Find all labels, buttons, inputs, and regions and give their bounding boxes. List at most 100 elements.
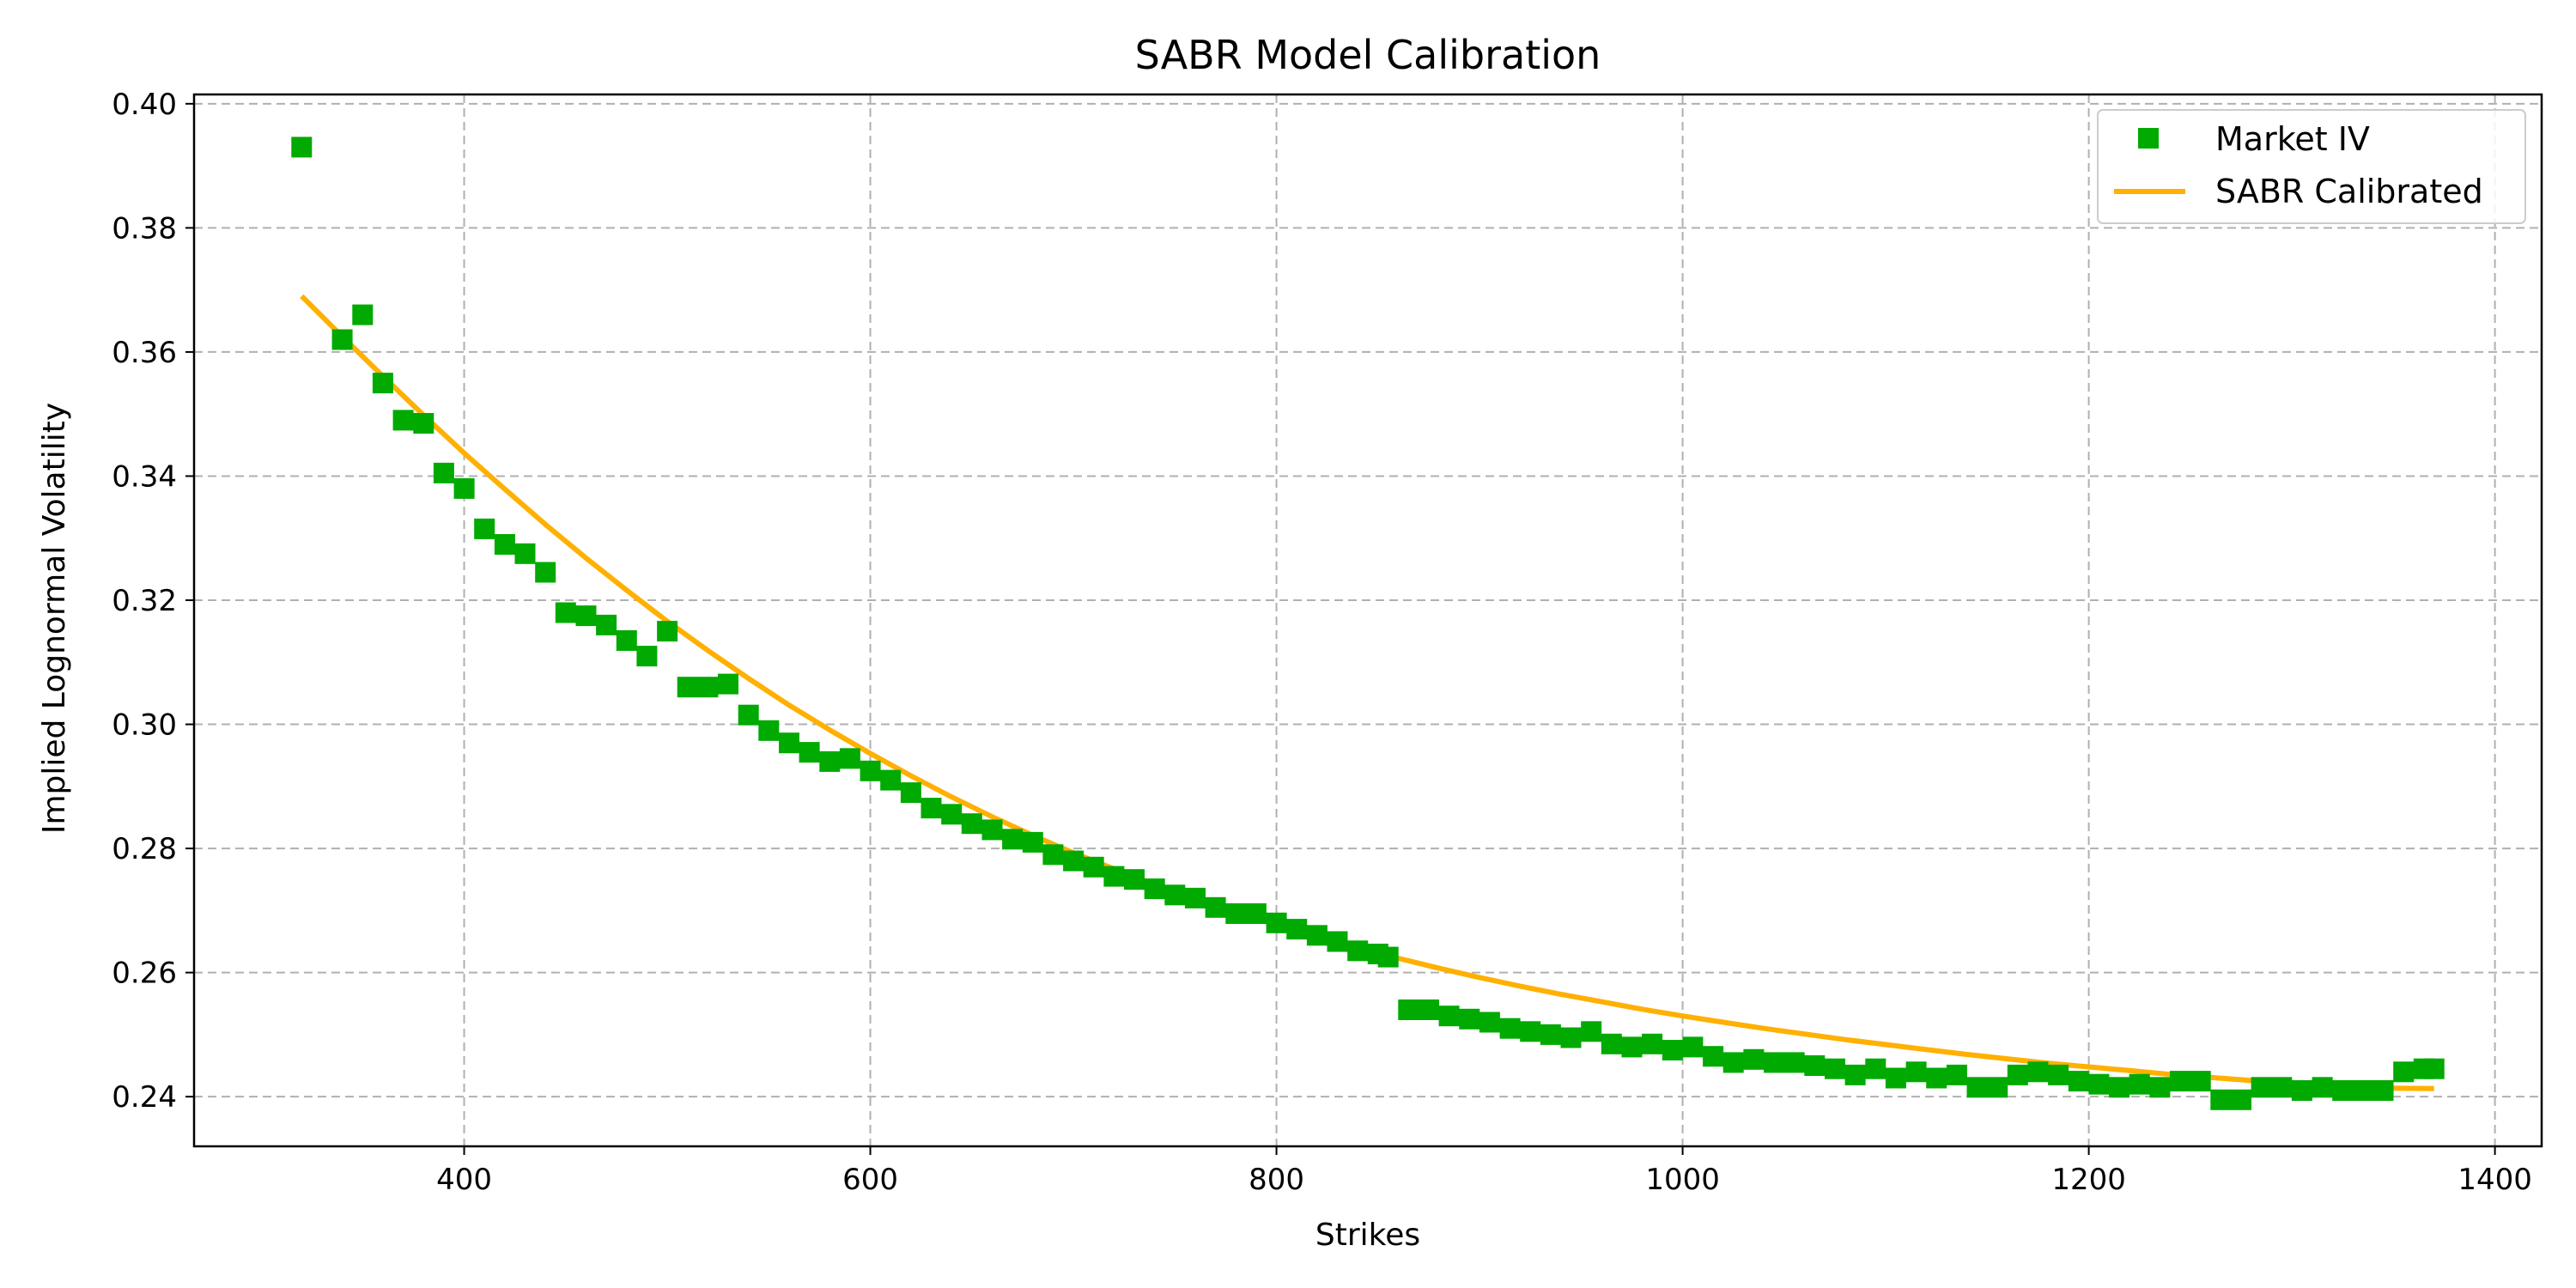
market-iv-marker bbox=[1225, 903, 1247, 924]
market-iv-marker bbox=[413, 413, 434, 434]
market-iv-marker bbox=[1479, 1012, 1500, 1033]
market-iv-marker bbox=[677, 677, 698, 698]
market-iv-marker bbox=[1581, 1021, 1602, 1042]
market-iv-marker bbox=[331, 329, 353, 350]
market-iv-marker bbox=[2048, 1064, 2069, 1085]
y-tick-label: 0.24 bbox=[112, 1080, 177, 1115]
market-iv-marker bbox=[616, 630, 637, 651]
market-iv-marker bbox=[372, 373, 393, 394]
market-iv-marker bbox=[2372, 1080, 2394, 1101]
market-iv-marker bbox=[839, 748, 860, 769]
y-tick-label: 0.28 bbox=[112, 832, 177, 866]
y-tick-label: 0.34 bbox=[112, 459, 177, 494]
market-iv-marker bbox=[1124, 869, 1145, 890]
market-iv-marker bbox=[2251, 1077, 2272, 1098]
market-iv-marker bbox=[799, 742, 820, 763]
market-iv-marker bbox=[1987, 1077, 2008, 1098]
market-iv-marker bbox=[2109, 1077, 2130, 1098]
market-iv-marker bbox=[961, 813, 982, 835]
market-iv-marker bbox=[514, 543, 536, 564]
market-iv-marker bbox=[2007, 1064, 2028, 1085]
x-tick-label: 1000 bbox=[1645, 1163, 1720, 1197]
market-iv-marker bbox=[1266, 912, 1287, 933]
market-iv-marker bbox=[1764, 1052, 1784, 1073]
market-iv-marker bbox=[657, 621, 678, 642]
market-iv-marker bbox=[1865, 1058, 1886, 1079]
x-tick-label: 800 bbox=[1249, 1163, 1304, 1197]
market-iv-marker bbox=[697, 677, 719, 698]
x-tick-label: 400 bbox=[436, 1163, 492, 1197]
grid bbox=[194, 94, 2542, 1146]
market-iv-marker bbox=[2231, 1089, 2251, 1110]
market-iv-marker bbox=[1398, 999, 1419, 1020]
market-iv-marker bbox=[2271, 1077, 2293, 1098]
y-tick-label: 0.32 bbox=[112, 584, 177, 618]
market-iv-marker bbox=[920, 798, 942, 819]
market-iv-marker bbox=[1783, 1052, 1805, 1073]
market-iv-marker bbox=[1144, 878, 1165, 900]
market-iv-marker bbox=[1083, 856, 1104, 878]
market-iv-marker bbox=[291, 137, 313, 158]
market-iv-marker bbox=[2190, 1071, 2211, 1092]
market-iv-marker bbox=[758, 720, 780, 741]
market-iv-marker bbox=[1327, 931, 1348, 952]
market-iv-marker bbox=[535, 562, 556, 583]
market-iv-marker bbox=[1601, 1033, 1622, 1054]
market-iv-marker bbox=[1743, 1048, 1765, 1070]
axis-ticks: 400 600 800 1000 1200 1400 0.24 0.26 0.28 0.30 0.3… bbox=[112, 88, 2532, 1197]
market-iv-marker bbox=[1419, 999, 1439, 1020]
market-iv-marker bbox=[1063, 850, 1084, 872]
market-iv-marker bbox=[718, 673, 738, 695]
market-iv-marker bbox=[941, 804, 963, 825]
x-axis-title: Strikes bbox=[1315, 1218, 1420, 1253]
market-iv-marker bbox=[1905, 1061, 1927, 1083]
y-tick-label: 0.30 bbox=[112, 708, 177, 743]
market-iv-marker bbox=[1662, 1040, 1683, 1060]
market-iv-marker bbox=[1347, 940, 1369, 962]
market-iv-marker bbox=[2423, 1058, 2445, 1079]
market-iv-marker bbox=[1245, 903, 1267, 924]
legend: Market IV SABR Calibrated bbox=[2097, 109, 2526, 224]
market-iv-marker bbox=[1185, 887, 1206, 908]
y-axis-title: Implied Lognormal Volatility bbox=[37, 403, 72, 834]
market-iv-marker bbox=[575, 605, 597, 627]
market-iv-marker bbox=[1164, 884, 1186, 906]
legend-label-market-iv: Market IV bbox=[2215, 120, 2370, 158]
legend-label-sabr-calibrated: SABR Calibrated bbox=[2215, 173, 2483, 210]
market-iv-marker bbox=[1722, 1052, 1744, 1073]
market-iv-marker bbox=[1042, 844, 1064, 866]
market-iv-marker bbox=[900, 782, 921, 804]
market-iv-marker bbox=[474, 518, 495, 539]
market-iv-marker bbox=[352, 304, 374, 325]
market-iv-marker bbox=[1377, 946, 1399, 968]
market-iv-marker bbox=[1286, 919, 1308, 940]
market-iv-marker bbox=[860, 760, 881, 781]
market-iv-marker bbox=[494, 534, 515, 555]
market-iv-marker bbox=[392, 410, 414, 431]
market-iv-marker bbox=[1966, 1077, 1988, 1098]
market-iv-marker bbox=[1560, 1027, 1582, 1048]
market-iv-marker bbox=[2312, 1077, 2333, 1098]
market-iv-marker bbox=[1844, 1064, 1866, 1085]
market-iv-marker bbox=[453, 477, 475, 499]
market-iv-marker bbox=[1926, 1067, 1947, 1089]
market-iv-marker bbox=[1703, 1046, 1724, 1067]
market-iv-marker bbox=[779, 732, 799, 754]
market-iv-marker bbox=[1825, 1058, 1845, 1079]
market-iv-marker bbox=[1459, 1008, 1480, 1030]
market-iv-marker bbox=[1621, 1036, 1643, 1058]
y-tick-label: 0.38 bbox=[112, 211, 177, 246]
market-iv-marker bbox=[2129, 1073, 2150, 1095]
legend-box bbox=[2097, 109, 2526, 224]
market-iv-marker bbox=[2210, 1089, 2232, 1110]
market-iv-marker bbox=[1499, 1018, 1521, 1039]
market-iv-marker bbox=[2332, 1080, 2354, 1101]
market-iv-marker bbox=[2393, 1061, 2415, 1083]
market-iv-marker bbox=[2149, 1077, 2171, 1098]
market-iv-marker bbox=[1520, 1021, 1541, 1042]
y-tick-label: 0.36 bbox=[112, 336, 177, 370]
market-iv-marker bbox=[1946, 1064, 1967, 1085]
market-iv-marker bbox=[2170, 1071, 2190, 1092]
market-iv-marker bbox=[2068, 1071, 2089, 1092]
